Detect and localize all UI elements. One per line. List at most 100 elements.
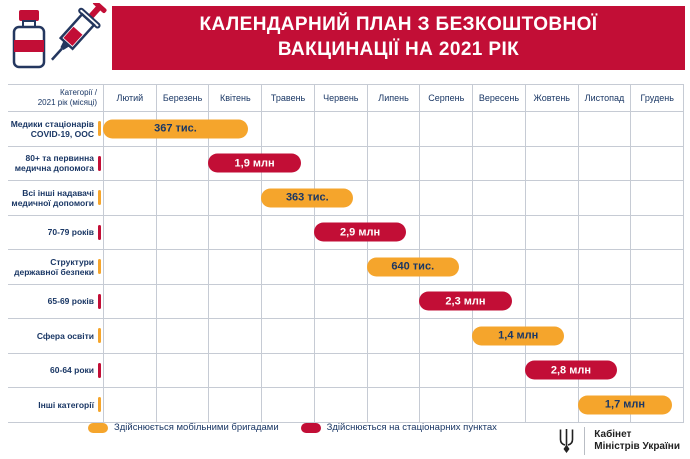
grid-cell (261, 215, 314, 249)
grid-cell (208, 284, 261, 318)
grid-cell (313, 284, 367, 318)
grid-cell (155, 353, 209, 387)
grid-cell (577, 181, 631, 215)
legend-label-mobile: Здійснюється мобільними бригадами (114, 422, 279, 433)
grid-cell (103, 250, 156, 284)
corner-label-line1: Категорії / (59, 88, 97, 97)
vaccine-illustration (12, 3, 107, 69)
month-label: Березень (155, 85, 209, 111)
grid-cell (103, 388, 156, 422)
month-label: Серпень (419, 85, 472, 111)
gantt-bar: 2,3 млн (419, 291, 512, 311)
grid-cell (630, 353, 683, 387)
month-label: Грудень (630, 85, 683, 111)
grid-cell (208, 353, 261, 387)
gantt-bar: 1,9 млн (208, 153, 301, 173)
row-timeline: 367 тис. (103, 112, 683, 146)
grid-cell (577, 112, 631, 146)
table-row: Сфера освіти 1,4 млн (8, 319, 684, 354)
org-name-line2: Міністрів України (594, 441, 680, 452)
page-title-line2: ВАКЦИНАЦІЇ НА 2021 РІК (277, 39, 520, 60)
category-label: Медики стаціонарів COVID-19, ООС (10, 118, 94, 139)
grid-cell (419, 353, 472, 387)
table-row: Структури державної безпеки 640 тис. (8, 250, 684, 285)
category-cell: 65-69 років (8, 285, 103, 319)
legend-swatch-mobile-icon (88, 422, 108, 433)
grid-cell (524, 250, 578, 284)
category-cell: Структури державної безпеки (8, 250, 103, 284)
month-label: Вересень (472, 85, 525, 111)
grid-cell (366, 319, 420, 353)
row-timeline: 1,9 млн (103, 146, 683, 180)
category-tick (98, 362, 101, 378)
grid-cell (577, 215, 631, 249)
grid-cell (472, 250, 525, 284)
category-cell: Всі інші надавачі медичної допомоги (8, 181, 103, 215)
grid-cell (261, 319, 314, 353)
row-timeline: 2,3 млн (103, 284, 683, 318)
page-title-line1: КАЛЕНДАРНИЙ ПЛАН З БЕЗКОШТОВНОЇ (199, 14, 598, 36)
category-label: 70-79 років (47, 227, 94, 238)
government-logo: Кабінет Міністрів України (558, 427, 680, 455)
category-cell: Інші категорії (8, 388, 103, 422)
grid-cell (261, 284, 314, 318)
grid-cell (261, 353, 314, 387)
gantt-bar: 2,8 млн (524, 360, 618, 380)
grid-cell (524, 215, 578, 249)
grid-cell (366, 284, 420, 318)
corner-label-line2: 2021 рік (місяці) (37, 98, 97, 107)
month-label: Жовтень (524, 85, 578, 111)
grid-cell (472, 181, 525, 215)
month-label: Квітень (208, 85, 261, 111)
grid-cell (524, 112, 578, 146)
syringe-icon (50, 3, 107, 61)
trident-icon (559, 429, 574, 453)
category-cell: Медики стаціонарів COVID-19, ООС (8, 112, 103, 146)
row-timeline: 363 тис. (103, 181, 683, 215)
gantt-bar: 367 тис. (103, 119, 248, 139)
row-timeline: 2,8 млн (103, 353, 683, 387)
month-header-row: Категорії / 2021 рік (місяці) Лютий Берез… (8, 84, 684, 112)
grid-cell (103, 181, 156, 215)
legend-item-stationary: Здійснюється на стаціонарних пунктах (300, 422, 497, 433)
table-row: 65-69 років 2,3 млн (8, 284, 684, 319)
grid-cell (630, 319, 683, 353)
grid-cell (366, 146, 420, 180)
grid-cell (313, 388, 367, 422)
corner-label: Категорії / 2021 рік (місяці) (8, 85, 103, 111)
grid-cell (419, 181, 472, 215)
grid-cell (208, 319, 261, 353)
grid-cell (155, 388, 209, 422)
grid-cell (155, 250, 209, 284)
category-tick (98, 121, 101, 137)
category-label: 60-64 роки (50, 365, 94, 376)
grid-cell (155, 319, 209, 353)
month-label: Листопад (577, 85, 631, 111)
legend-label-stationary: Здійснюється на стаціонарних пунктах (326, 422, 497, 433)
gantt-bar: 363 тис. (261, 188, 354, 208)
grid-cell (630, 250, 683, 284)
grid-cell (313, 319, 367, 353)
grid-cell (103, 146, 156, 180)
table-row: 60-64 роки 2,8 млн (8, 353, 684, 388)
grid-cell (261, 112, 314, 146)
table-row: 80+ та первинна медична допомога 1,9 млн (8, 146, 684, 181)
grid-cell (208, 181, 261, 215)
row-timeline: 640 тис. (103, 250, 683, 284)
grid-cell (524, 146, 578, 180)
grid-cell (366, 181, 420, 215)
grid-cell (103, 353, 156, 387)
grid-cell (208, 250, 261, 284)
grid-cell (472, 215, 525, 249)
month-label: Травень (261, 85, 314, 111)
grid-cell (366, 388, 420, 422)
category-tick (98, 155, 101, 171)
grid-cell (472, 112, 525, 146)
category-label: Інші категорії (38, 399, 94, 410)
category-tick (98, 293, 101, 309)
vial-icon (12, 10, 46, 69)
grid-cell (103, 319, 156, 353)
grid-cell (155, 215, 209, 249)
title-banner: КАЛЕНДАРНИЙ ПЛАН З БЕЗКОШТОВНОЇ ВАКЦИНАЦ… (112, 6, 685, 70)
grid-cell (524, 181, 578, 215)
